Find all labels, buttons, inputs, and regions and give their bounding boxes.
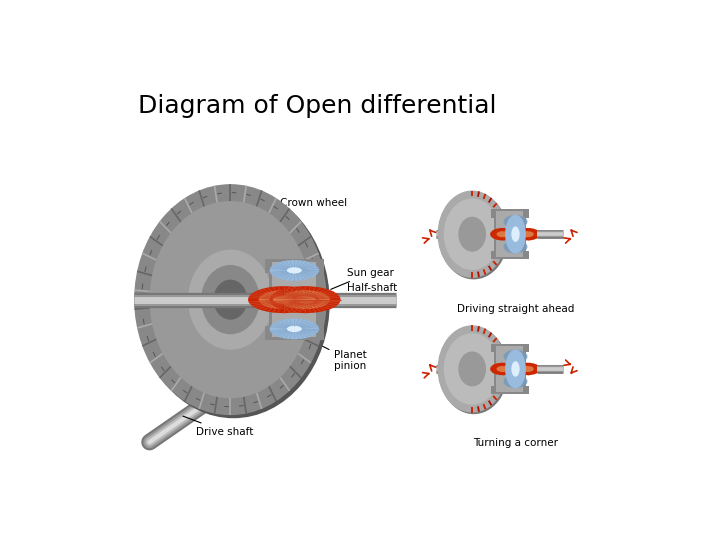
Bar bbox=[526, 344, 529, 352]
Bar bbox=[320, 259, 324, 273]
Ellipse shape bbox=[515, 228, 540, 240]
Ellipse shape bbox=[503, 375, 528, 388]
Bar bbox=[526, 386, 529, 394]
Bar bbox=[495, 344, 526, 394]
Bar bbox=[526, 251, 529, 259]
Ellipse shape bbox=[438, 191, 507, 278]
Ellipse shape bbox=[490, 228, 515, 240]
Bar bbox=[272, 262, 316, 337]
Text: Turning a corner: Turning a corner bbox=[473, 438, 558, 448]
Ellipse shape bbox=[280, 290, 330, 309]
Ellipse shape bbox=[521, 231, 534, 237]
Text: Driving straight ahead: Driving straight ahead bbox=[456, 303, 574, 314]
Bar bbox=[269, 259, 320, 340]
Text: Crown wheel: Crown wheel bbox=[248, 198, 348, 218]
Ellipse shape bbox=[439, 327, 508, 414]
Ellipse shape bbox=[490, 363, 515, 375]
Ellipse shape bbox=[459, 217, 486, 252]
Ellipse shape bbox=[503, 215, 528, 228]
Ellipse shape bbox=[511, 361, 520, 377]
Ellipse shape bbox=[505, 215, 526, 254]
Bar bbox=[491, 386, 495, 394]
Ellipse shape bbox=[459, 352, 486, 387]
Bar bbox=[495, 210, 526, 259]
Ellipse shape bbox=[438, 325, 507, 413]
Ellipse shape bbox=[134, 184, 327, 415]
Ellipse shape bbox=[503, 350, 528, 363]
Ellipse shape bbox=[496, 366, 509, 372]
Bar bbox=[496, 346, 523, 392]
Ellipse shape bbox=[188, 249, 273, 350]
Bar bbox=[491, 210, 495, 218]
Ellipse shape bbox=[294, 295, 316, 303]
Ellipse shape bbox=[273, 295, 294, 303]
Bar bbox=[496, 211, 523, 257]
Ellipse shape bbox=[444, 198, 500, 270]
Bar bbox=[526, 210, 529, 218]
Text: Drive shaft: Drive shaft bbox=[183, 416, 253, 437]
Ellipse shape bbox=[287, 267, 302, 274]
Bar bbox=[491, 251, 495, 259]
Bar bbox=[491, 344, 495, 352]
Bar bbox=[320, 326, 324, 340]
Ellipse shape bbox=[258, 290, 308, 309]
Ellipse shape bbox=[270, 260, 319, 281]
Ellipse shape bbox=[270, 319, 319, 339]
Ellipse shape bbox=[515, 363, 540, 375]
Ellipse shape bbox=[138, 187, 330, 418]
Ellipse shape bbox=[150, 201, 311, 398]
Text: Sun gear: Sun gear bbox=[330, 268, 395, 289]
Ellipse shape bbox=[287, 326, 302, 332]
Ellipse shape bbox=[201, 265, 260, 334]
Ellipse shape bbox=[521, 366, 534, 372]
Bar bbox=[265, 259, 269, 273]
Ellipse shape bbox=[505, 349, 526, 388]
Ellipse shape bbox=[496, 231, 509, 237]
Text: Planet
pinion: Planet pinion bbox=[312, 341, 367, 372]
Ellipse shape bbox=[511, 226, 520, 242]
Ellipse shape bbox=[444, 333, 500, 405]
Text: Diagram of Open differential: Diagram of Open differential bbox=[138, 94, 497, 118]
Ellipse shape bbox=[291, 294, 319, 305]
Ellipse shape bbox=[270, 286, 341, 313]
Ellipse shape bbox=[213, 280, 248, 320]
Ellipse shape bbox=[439, 192, 508, 279]
Bar bbox=[265, 326, 269, 340]
Ellipse shape bbox=[270, 294, 297, 305]
Ellipse shape bbox=[503, 240, 528, 253]
Text: Half-shaft: Half-shaft bbox=[342, 283, 397, 300]
Ellipse shape bbox=[248, 286, 319, 313]
